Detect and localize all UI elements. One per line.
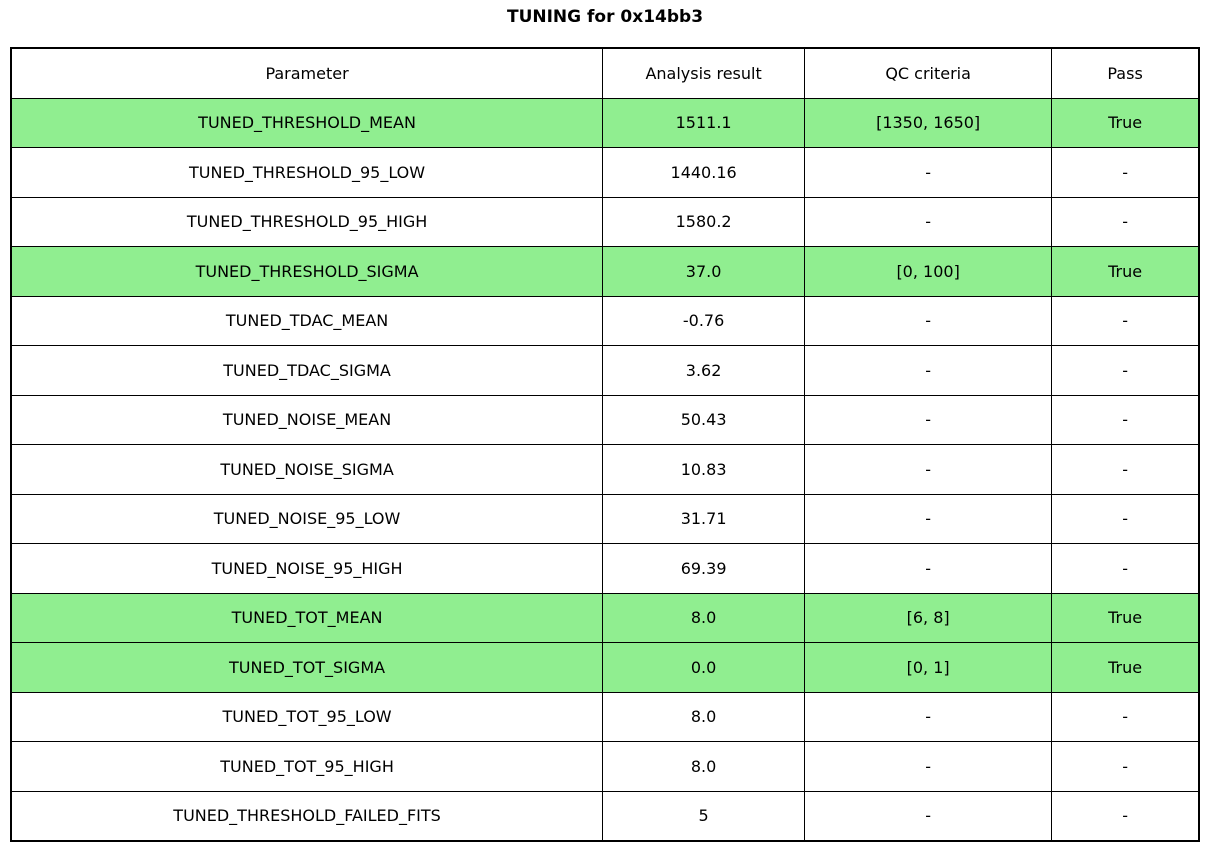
cell-pass: -	[1051, 543, 1200, 594]
table-row: TUNED_TDAC_MEAN -0.76- -	[10, 295, 1200, 346]
table-row: TUNED_TDAC_SIGMA 3.62- -	[10, 345, 1200, 396]
cell-analysis-result: 10.83	[602, 444, 806, 495]
cell-qc-criteria: -	[804, 345, 1053, 396]
cell-pass: -	[1051, 295, 1200, 346]
cell-pass: -	[1051, 691, 1200, 742]
cell-analysis-result: 31.71	[602, 493, 806, 544]
cell-parameter: TUNED_NOISE_95_HIGH	[10, 543, 604, 594]
cell-parameter: TUNED_THRESHOLD_95_LOW	[10, 147, 604, 198]
cell-pass: -	[1051, 196, 1200, 247]
cell-pass: True	[1051, 642, 1200, 693]
table-row: TUNED_THRESHOLD_95_HIGH 1580.2- -	[10, 196, 1200, 247]
cell-qc-criteria: -	[804, 196, 1053, 247]
cell-analysis-result: -0.76	[602, 295, 806, 346]
cell-qc-criteria: -	[804, 543, 1053, 594]
cell-parameter: TUNED_TOT_95_HIGH	[10, 741, 604, 792]
column-header-pass: Pass	[1051, 47, 1200, 99]
column-header-analysis-result: Analysis result	[602, 47, 806, 99]
table-header-row: Parameter Analysis result QC criteria Pa…	[10, 47, 1200, 99]
cell-pass: -	[1051, 394, 1200, 445]
cell-qc-criteria: -	[804, 394, 1053, 445]
cell-analysis-result: 8.0	[602, 691, 806, 742]
cell-parameter: TUNED_THRESHOLD_FAILED_FITS	[10, 790, 604, 842]
cell-pass: -	[1051, 345, 1200, 396]
cell-analysis-result: 3.62	[602, 345, 806, 396]
cell-parameter: TUNED_TOT_95_LOW	[10, 691, 604, 742]
cell-qc-criteria: [1350, 1650]	[804, 97, 1053, 148]
column-header-qc-criteria: QC criteria	[804, 47, 1053, 99]
cell-pass: True	[1051, 246, 1200, 297]
column-header-parameter: Parameter	[10, 47, 604, 99]
cell-analysis-result: 1580.2	[602, 196, 806, 247]
table-row: TUNED_THRESHOLD_95_LOW 1440.16- -	[10, 147, 1200, 198]
cell-pass: -	[1051, 444, 1200, 495]
table-row: TUNED_TOT_95_LOW 8.0- -	[10, 691, 1200, 742]
cell-pass: -	[1051, 790, 1200, 842]
table-row: TUNED_THRESHOLD_SIGMA 37.0 [0, 100] True	[10, 246, 1200, 297]
table-row: TUNED_THRESHOLD_FAILED_FITS 5- -	[10, 790, 1200, 842]
cell-analysis-result: 69.39	[602, 543, 806, 594]
cell-pass: -	[1051, 147, 1200, 198]
cell-analysis-result: 1440.16	[602, 147, 806, 198]
cell-pass: True	[1051, 592, 1200, 643]
cell-qc-criteria: -	[804, 741, 1053, 792]
cell-analysis-result: 5	[602, 790, 806, 842]
cell-pass: -	[1051, 741, 1200, 792]
cell-qc-criteria: -	[804, 493, 1053, 544]
cell-parameter: TUNED_NOISE_SIGMA	[10, 444, 604, 495]
cell-qc-criteria: -	[804, 147, 1053, 198]
cell-parameter: TUNED_THRESHOLD_95_HIGH	[10, 196, 604, 247]
cell-analysis-result: 0.0	[602, 642, 806, 693]
cell-pass: -	[1051, 493, 1200, 544]
cell-analysis-result: 50.43	[602, 394, 806, 445]
cell-pass: True	[1051, 97, 1200, 148]
cell-parameter: TUNED_TDAC_SIGMA	[10, 345, 604, 396]
cell-analysis-result: 8.0	[602, 592, 806, 643]
table-row: TUNED_TOT_SIGMA 0.0 [0, 1] True	[10, 642, 1200, 693]
chart-title: TUNING for 0x14bb3	[506, 7, 704, 27]
table-row: TUNED_THRESHOLD_MEAN 1511.1 [1350, 1650] Tr…	[10, 97, 1200, 148]
table-row: TUNED_NOISE_MEAN 50.43- -	[10, 394, 1200, 445]
cell-parameter: TUNED_TOT_MEAN	[10, 592, 604, 643]
cell-qc-criteria: -	[804, 691, 1053, 742]
cell-qc-criteria: -	[804, 790, 1053, 842]
cell-qc-criteria: [6, 8]	[804, 592, 1053, 643]
cell-analysis-result: 1511.1	[602, 97, 806, 148]
table-row: TUNED_TOT_95_HIGH 8.0- -	[10, 741, 1200, 792]
cell-parameter: TUNED_NOISE_95_LOW	[10, 493, 604, 544]
table-row: TUNED_NOISE_95_HIGH 69.39- -	[10, 543, 1200, 594]
cell-parameter: TUNED_THRESHOLD_SIGMA	[10, 246, 604, 297]
cell-parameter: TUNED_TOT_SIGMA	[10, 642, 604, 693]
table-row: TUNED_NOISE_95_LOW 31.71- -	[10, 493, 1200, 544]
cell-parameter: TUNED_THRESHOLD_MEAN	[10, 97, 604, 148]
table-row: TUNED_TOT_MEAN 8.0 [6, 8] True	[10, 592, 1200, 643]
cell-analysis-result: 8.0	[602, 741, 806, 792]
cell-qc-criteria: -	[804, 444, 1053, 495]
cell-qc-criteria: [0, 100]	[804, 246, 1053, 297]
cell-parameter: TUNED_NOISE_MEAN	[10, 394, 604, 445]
cell-qc-criteria: [0, 1]	[804, 642, 1053, 693]
cell-parameter: TUNED_TDAC_MEAN	[10, 295, 604, 346]
cell-analysis-result: 37.0	[602, 246, 806, 297]
qc-table: Parameter Analysis result QC criteria Pa…	[10, 47, 1200, 842]
table-row: TUNED_NOISE_SIGMA 10.83- -	[10, 444, 1200, 495]
cell-qc-criteria: -	[804, 295, 1053, 346]
table-body: TUNED_THRESHOLD_MEAN 1511.1 [1350, 1650] Tr…	[10, 97, 1200, 842]
